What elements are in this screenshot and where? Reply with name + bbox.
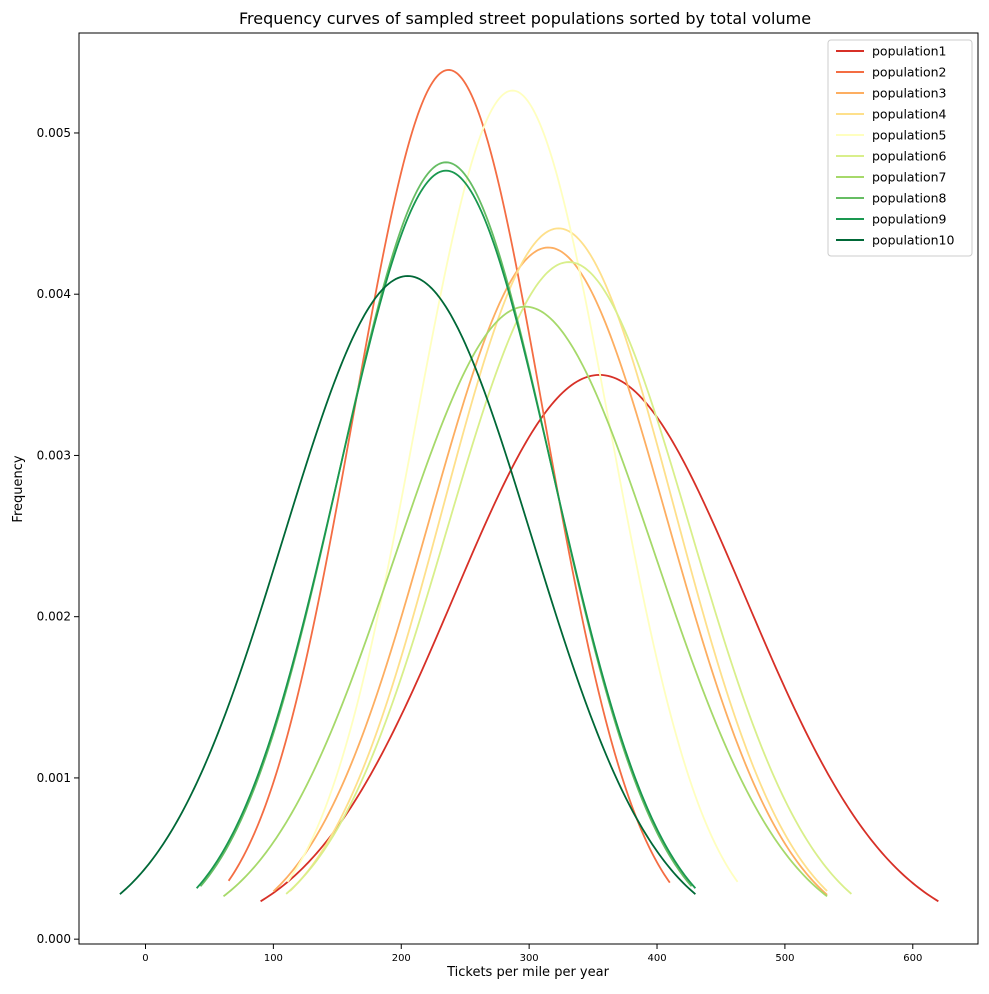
x-axis: 0 100 200 300 400 500 600 [142,944,922,964]
legend-label-population6: population6 [872,149,947,164]
y-tick-label: 0.004 [37,287,71,301]
series-line-population3 [272,246,828,896]
plot-area [119,69,939,903]
legend-label-population7: population7 [872,170,946,185]
y-tick-label: 0.002 [37,610,71,624]
legend-label-population2: population2 [872,65,946,80]
legend-label-population3: population3 [872,86,946,101]
series-line-population5 [286,89,739,883]
y-axis-label: Frequency [11,455,26,522]
x-axis-label: Tickets per mile per year [446,965,609,980]
y-tick-label: 0.003 [37,448,71,462]
y-axis: 0.000 0.001 0.002 0.003 0.004 0.005 [37,126,79,946]
x-tick-label: 100 [264,953,283,964]
x-tick-label: 500 [775,953,794,964]
legend-label-population9: population9 [872,212,947,227]
series-line-population2 [227,69,671,884]
chart-title: Frequency curves of sampled street popul… [239,9,811,28]
series-line-population6 [285,261,852,895]
legend-label-population5: population5 [872,128,946,143]
y-tick-label: 0.000 [37,932,71,946]
y-tick-label: 0.001 [37,771,71,785]
legend-label-population8: population8 [872,191,947,206]
x-tick-label: 0 [142,953,148,964]
y-tick-label: 0.005 [37,126,71,140]
x-tick-label: 600 [903,953,922,964]
plot-frame [78,32,979,945]
x-tick-label: 400 [647,953,666,964]
series-line-population7 [222,305,828,898]
x-tick-label: 300 [520,953,539,964]
series-line-population10 [119,275,696,895]
legend-label-population4: population4 [872,107,947,122]
legend-label-population1: population1 [872,44,946,59]
series-line-population9 [195,169,697,889]
series-line-population4 [289,227,828,892]
legend: population1 population2 population3 populat… [827,39,973,257]
x-tick-label: 200 [392,953,411,964]
series-line-population8 [199,161,693,887]
legend-label-population10: population10 [872,233,954,248]
